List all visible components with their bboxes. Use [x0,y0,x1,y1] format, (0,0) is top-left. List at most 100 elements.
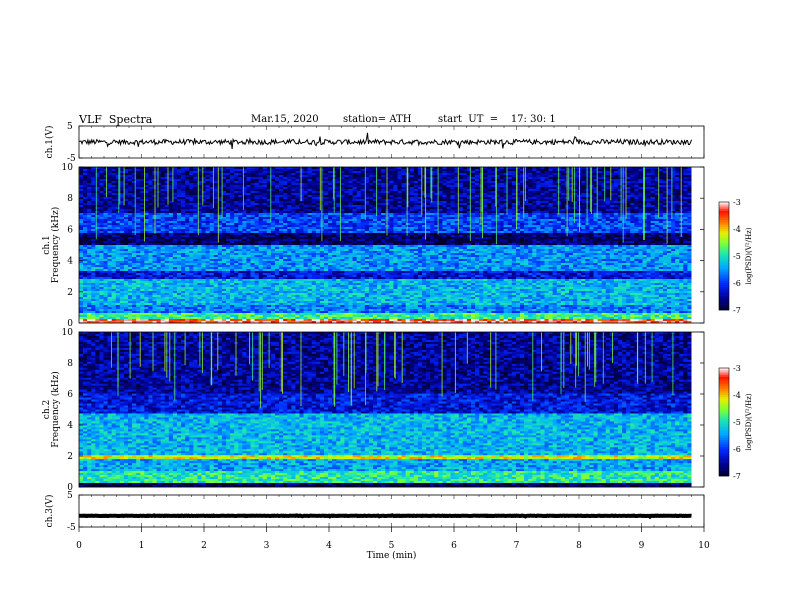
spectrogram-cell [287,197,291,199]
spectrogram-cell [536,185,540,187]
spectrogram-cell [295,181,299,183]
spectrogram-cell [487,221,491,223]
spectrogram-cell [91,197,95,199]
spectrogram-cell [647,211,651,213]
spectrogram-cell [402,201,406,203]
spectrogram-cell [136,223,140,225]
spectrogram-cell [128,203,132,205]
spectrogram-cell [157,197,161,199]
spectrogram-cell [573,229,577,231]
spectrogram-cell [108,197,112,199]
spectrogram-cell [561,197,565,199]
spectrogram-cell [83,199,87,201]
spectrogram-cell [353,225,357,227]
spectrogram-cell [99,225,103,227]
spectrogram-cell [353,171,357,173]
spectrogram-cell [161,209,165,211]
spectrogram-cell [255,205,259,207]
spectrogram-cell [528,223,532,225]
spectrogram-cell [263,181,267,183]
spectrogram-cell [120,203,124,205]
spectrogram-cell [344,171,348,173]
spectrogram-cell [283,173,287,175]
spectrogram-cell [349,201,353,203]
spectrogram-cell [112,213,116,215]
spectrogram-cell [569,219,573,221]
spectrogram-cell [279,227,283,229]
spectrogram-cell [410,183,414,185]
spectrogram-cell [398,205,402,207]
spectrogram-cell [328,183,332,185]
spectrogram-cell [475,217,479,219]
spectrogram-cell [581,171,585,173]
spectrogram-cell [671,223,675,225]
spectrogram-cell [120,171,124,173]
spectrogram-cell [238,217,242,219]
spectrogram-cell [524,193,528,195]
spectrogram-cell [500,177,504,179]
spectrogram-cell [475,185,479,187]
spectrogram-cell [128,193,132,195]
spectrogram-cell [610,203,614,205]
spectrogram-cell [402,173,406,175]
spectrogram-cell [487,213,491,215]
spectrogram-cell [369,223,373,225]
spectrogram-cell [353,217,357,219]
spectrogram-cell [459,183,463,185]
spectrogram-cell [251,179,255,181]
spectrogram-cell [549,209,553,211]
spectrogram-cell [398,181,402,183]
spectrogram-cell [79,211,83,213]
spectrogram-cell [344,207,348,209]
spectrogram-cell [549,173,553,175]
spectrogram-cell [447,219,451,221]
spectrogram-cell [295,207,299,209]
spectrogram-cell [491,209,495,211]
spectrogram-cell [308,217,312,219]
spectrogram-cell [438,179,442,181]
spectrogram-cell [181,183,185,185]
spectrogram-cell [561,175,565,177]
spectrogram-cell [410,195,414,197]
spectrogram-cell [675,219,679,221]
spectrogram-cell [144,171,148,173]
spectrogram-cell [675,223,679,225]
spectrogram-cell [263,199,267,201]
spectrogram-cell [324,225,328,227]
spectrogram-cell [614,177,618,179]
spectrogram-cell [230,195,234,197]
spectrogram-cell [181,187,185,189]
spectrogram-cell [487,199,491,201]
spectrogram-cell [630,205,634,207]
spectrogram-cell [647,205,651,207]
spectrogram-cell [426,193,430,195]
spectrogram-cell [483,169,487,171]
spectrogram-cell [173,223,177,225]
spectrogram-cell [116,209,120,211]
spectrogram-cell [634,183,638,185]
spectrogram-cell [638,175,642,177]
spectrogram-cell [491,193,495,195]
spectrogram-cell [124,225,128,227]
spectrogram-cell [312,175,316,177]
spectrogram-cell [618,203,622,205]
spectrogram-cell [128,185,132,187]
spectrogram-cell [291,191,295,193]
spectrogram-cell [369,195,373,197]
spectrogram-cell [663,223,667,225]
spectrogram-cell [173,183,177,185]
spectrogram-cell [124,211,128,213]
spectrogram-cell [459,171,463,173]
spectrogram-cell [136,189,140,191]
spectrogram-cell [406,225,410,227]
spectrogram-cell [161,221,165,223]
spectrogram-cell [606,205,610,207]
spectrogram-cell [124,209,128,211]
spectrogram-cell [549,175,553,177]
spectrogram-cell [475,227,479,229]
spectrogram-cell [128,217,132,219]
spectrogram-cell [393,225,397,227]
spectrogram-cell [524,183,528,185]
spectrogram-cell [267,225,271,227]
spectrogram-cell [112,207,116,209]
